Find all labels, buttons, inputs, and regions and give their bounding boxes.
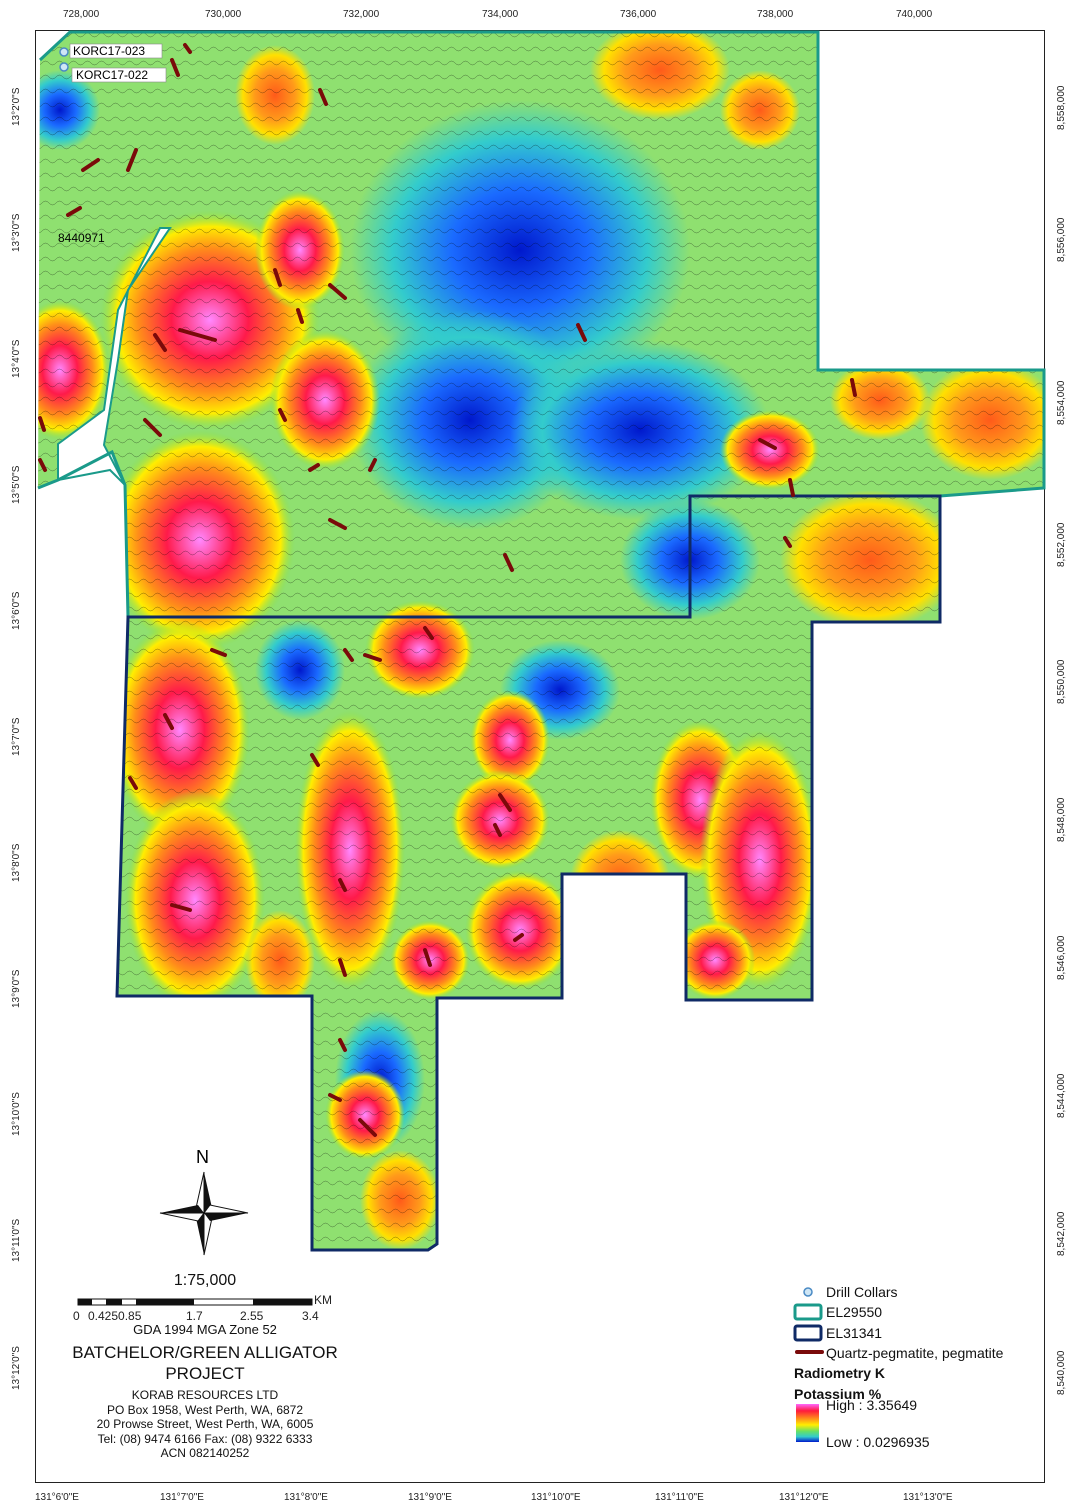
top-tick: 732,000 — [343, 9, 380, 20]
top-tick: 734,000 — [482, 9, 519, 20]
scalebar-tick: 0.4250.85 — [88, 1309, 142, 1323]
scalebar-tick: 3.4 — [302, 1309, 319, 1323]
bottom-tick: 131°7'0"E — [160, 1492, 204, 1503]
drill-collars: KORC17-023 KORC17-022 8440971 — [58, 43, 167, 245]
datum: GDA 1994 MGA Zone 52 — [133, 1322, 277, 1337]
title-text: GDA 1994 MGA Zone 52 BATCHELOR/GREEN ALL… — [40, 1322, 370, 1461]
company-street: 20 Prowse Street, West Perth, WA, 6005 — [96, 1417, 314, 1431]
company-name: KORAB RESOURCES LTD — [131, 1388, 279, 1402]
top-tick: 738,000 — [757, 9, 794, 20]
el31341-boundary — [115, 494, 942, 1252]
legend-high: High : 3.35649 — [826, 1397, 918, 1413]
legend-el31341: EL31341 — [826, 1325, 883, 1341]
legend-pegmatite: Quartz-pegmatite, pegmatite — [826, 1345, 1004, 1361]
legend-el29550: EL29550 — [826, 1304, 883, 1320]
potassium-ramp — [796, 1404, 819, 1442]
legend-radiometry-title: Radiometry K — [794, 1365, 886, 1381]
title-block: 1:75,000 — [40, 1272, 370, 1290]
project-title-line1: BATCHELOR/GREEN ALLIGATOR — [72, 1343, 338, 1362]
project-title-line2: PROJECT — [165, 1364, 245, 1383]
drill-label-023: KORC17-023 — [73, 44, 145, 58]
drill-label-022: KORC17-022 — [76, 68, 148, 82]
top-tick: 740,000 — [896, 9, 933, 20]
bottom-tick: 131°10'0"E — [531, 1492, 581, 1503]
bottom-tick: 131°13'0"E — [903, 1492, 953, 1503]
river-channel — [57, 227, 172, 486]
north-arrow: N — [159, 1147, 249, 1256]
company-po-box: PO Box 1958, West Perth, WA, 6872 — [106, 1402, 304, 1417]
scalebar-tick: 2.55 — [240, 1309, 264, 1323]
radiometry-raster — [38, 32, 1044, 1250]
legend-drill-collars: Drill Collars — [826, 1284, 898, 1300]
map-scale: 1:75,000 — [173, 1272, 237, 1289]
top-tick: 730,000 — [205, 9, 242, 20]
point-label: 8440971 — [58, 231, 105, 245]
company-phone: Tel: (08) 9474 6166 Fax: (08) 9322 6333 — [97, 1431, 313, 1446]
legend-potassium: Potassium % — [794, 1386, 882, 1402]
legend-symbols — [793, 1287, 824, 1442]
scalebar-unit: KM — [314, 1293, 332, 1307]
legend-low: Low : 0.0296935 — [826, 1434, 930, 1450]
scalebar-tick: 1.7 — [186, 1309, 203, 1323]
top-tick: 736,000 — [620, 9, 657, 20]
scalebar-tick: 0 — [73, 1309, 80, 1323]
top-tick: 728,000 — [63, 9, 100, 20]
pegmatite-features — [38, 43, 857, 1137]
north-label: N — [196, 1147, 209, 1167]
bottom-tick: 131°11'0"E — [655, 1492, 704, 1503]
bottom-tick: 131°8'0"E — [284, 1492, 328, 1503]
company-acn: ACN 082140252 — [160, 1446, 250, 1460]
scale-bar — [77, 1298, 313, 1306]
bottom-tick: 131°12'0"E — [779, 1492, 829, 1503]
bottom-tick: 131°9'0"E — [408, 1492, 452, 1503]
bottom-tick: 131°6'0"E — [35, 1492, 79, 1503]
